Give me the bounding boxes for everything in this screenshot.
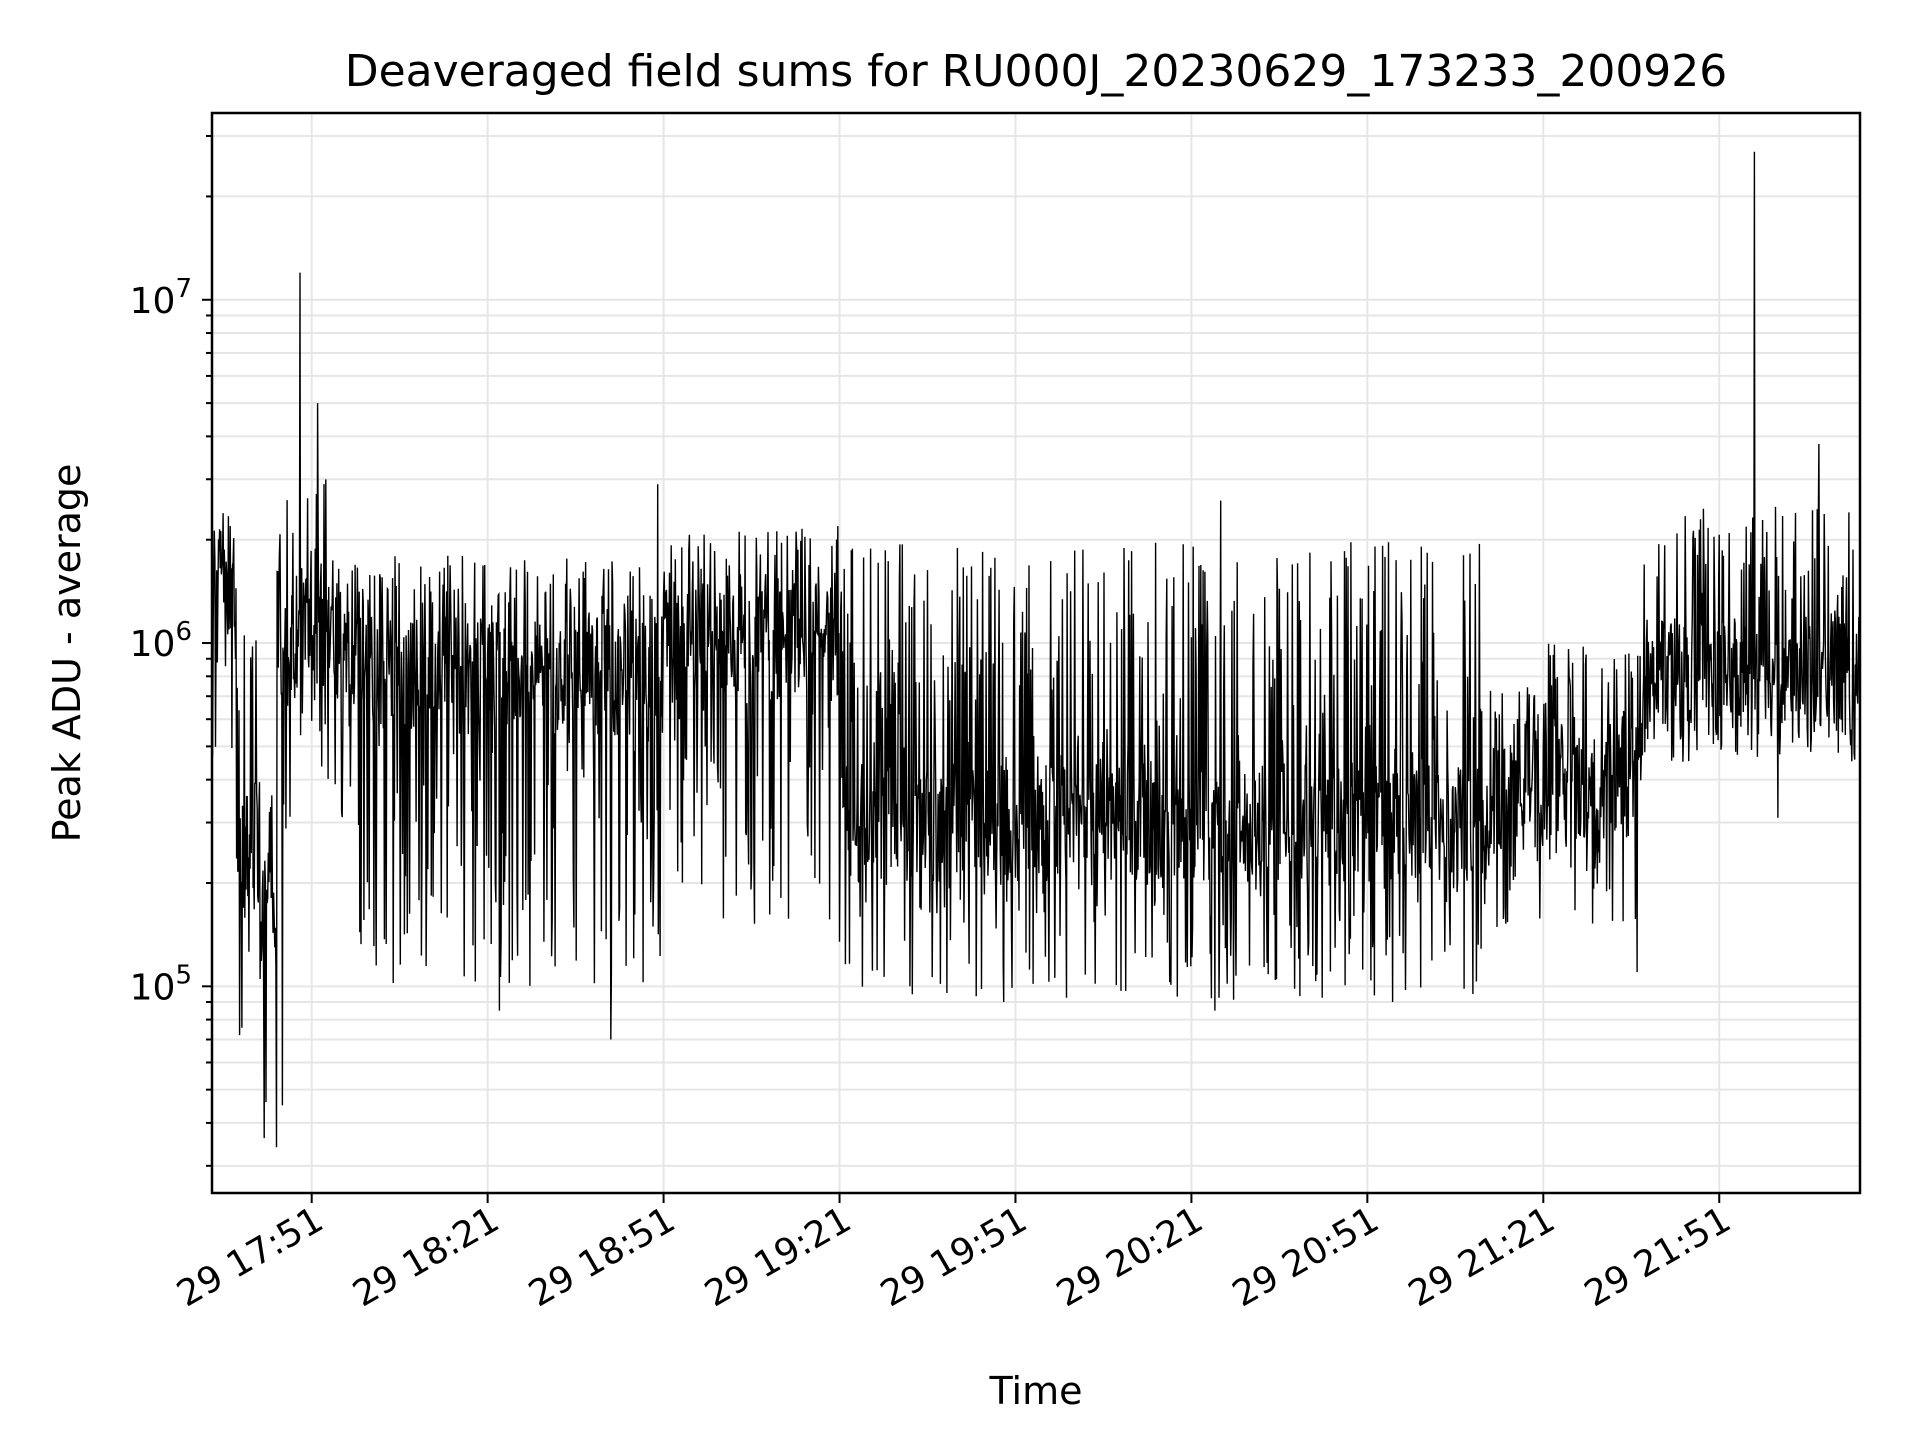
y-tick-label: 106 [130, 617, 192, 665]
y-tick-base: 10 [130, 967, 176, 1008]
y-tick-exponent: 6 [175, 617, 192, 647]
x-axis-label: Time [989, 1369, 1083, 1413]
y-tick-label: 107 [130, 274, 192, 322]
y-tick-label: 105 [130, 960, 192, 1008]
plot-frame [210, 111, 1862, 1195]
series-layer [211, 151, 1861, 1148]
series-line [211, 151, 1861, 1148]
y-axis-label: Peak ADU - average [45, 464, 89, 843]
chart-title: Deaveraged field sums for RU000J_2023062… [345, 46, 1728, 97]
y-tick-exponent: 7 [175, 274, 192, 304]
y-tick-base: 10 [130, 624, 176, 665]
y-tick-base: 10 [130, 281, 176, 322]
y-tick-exponent: 5 [175, 960, 192, 990]
